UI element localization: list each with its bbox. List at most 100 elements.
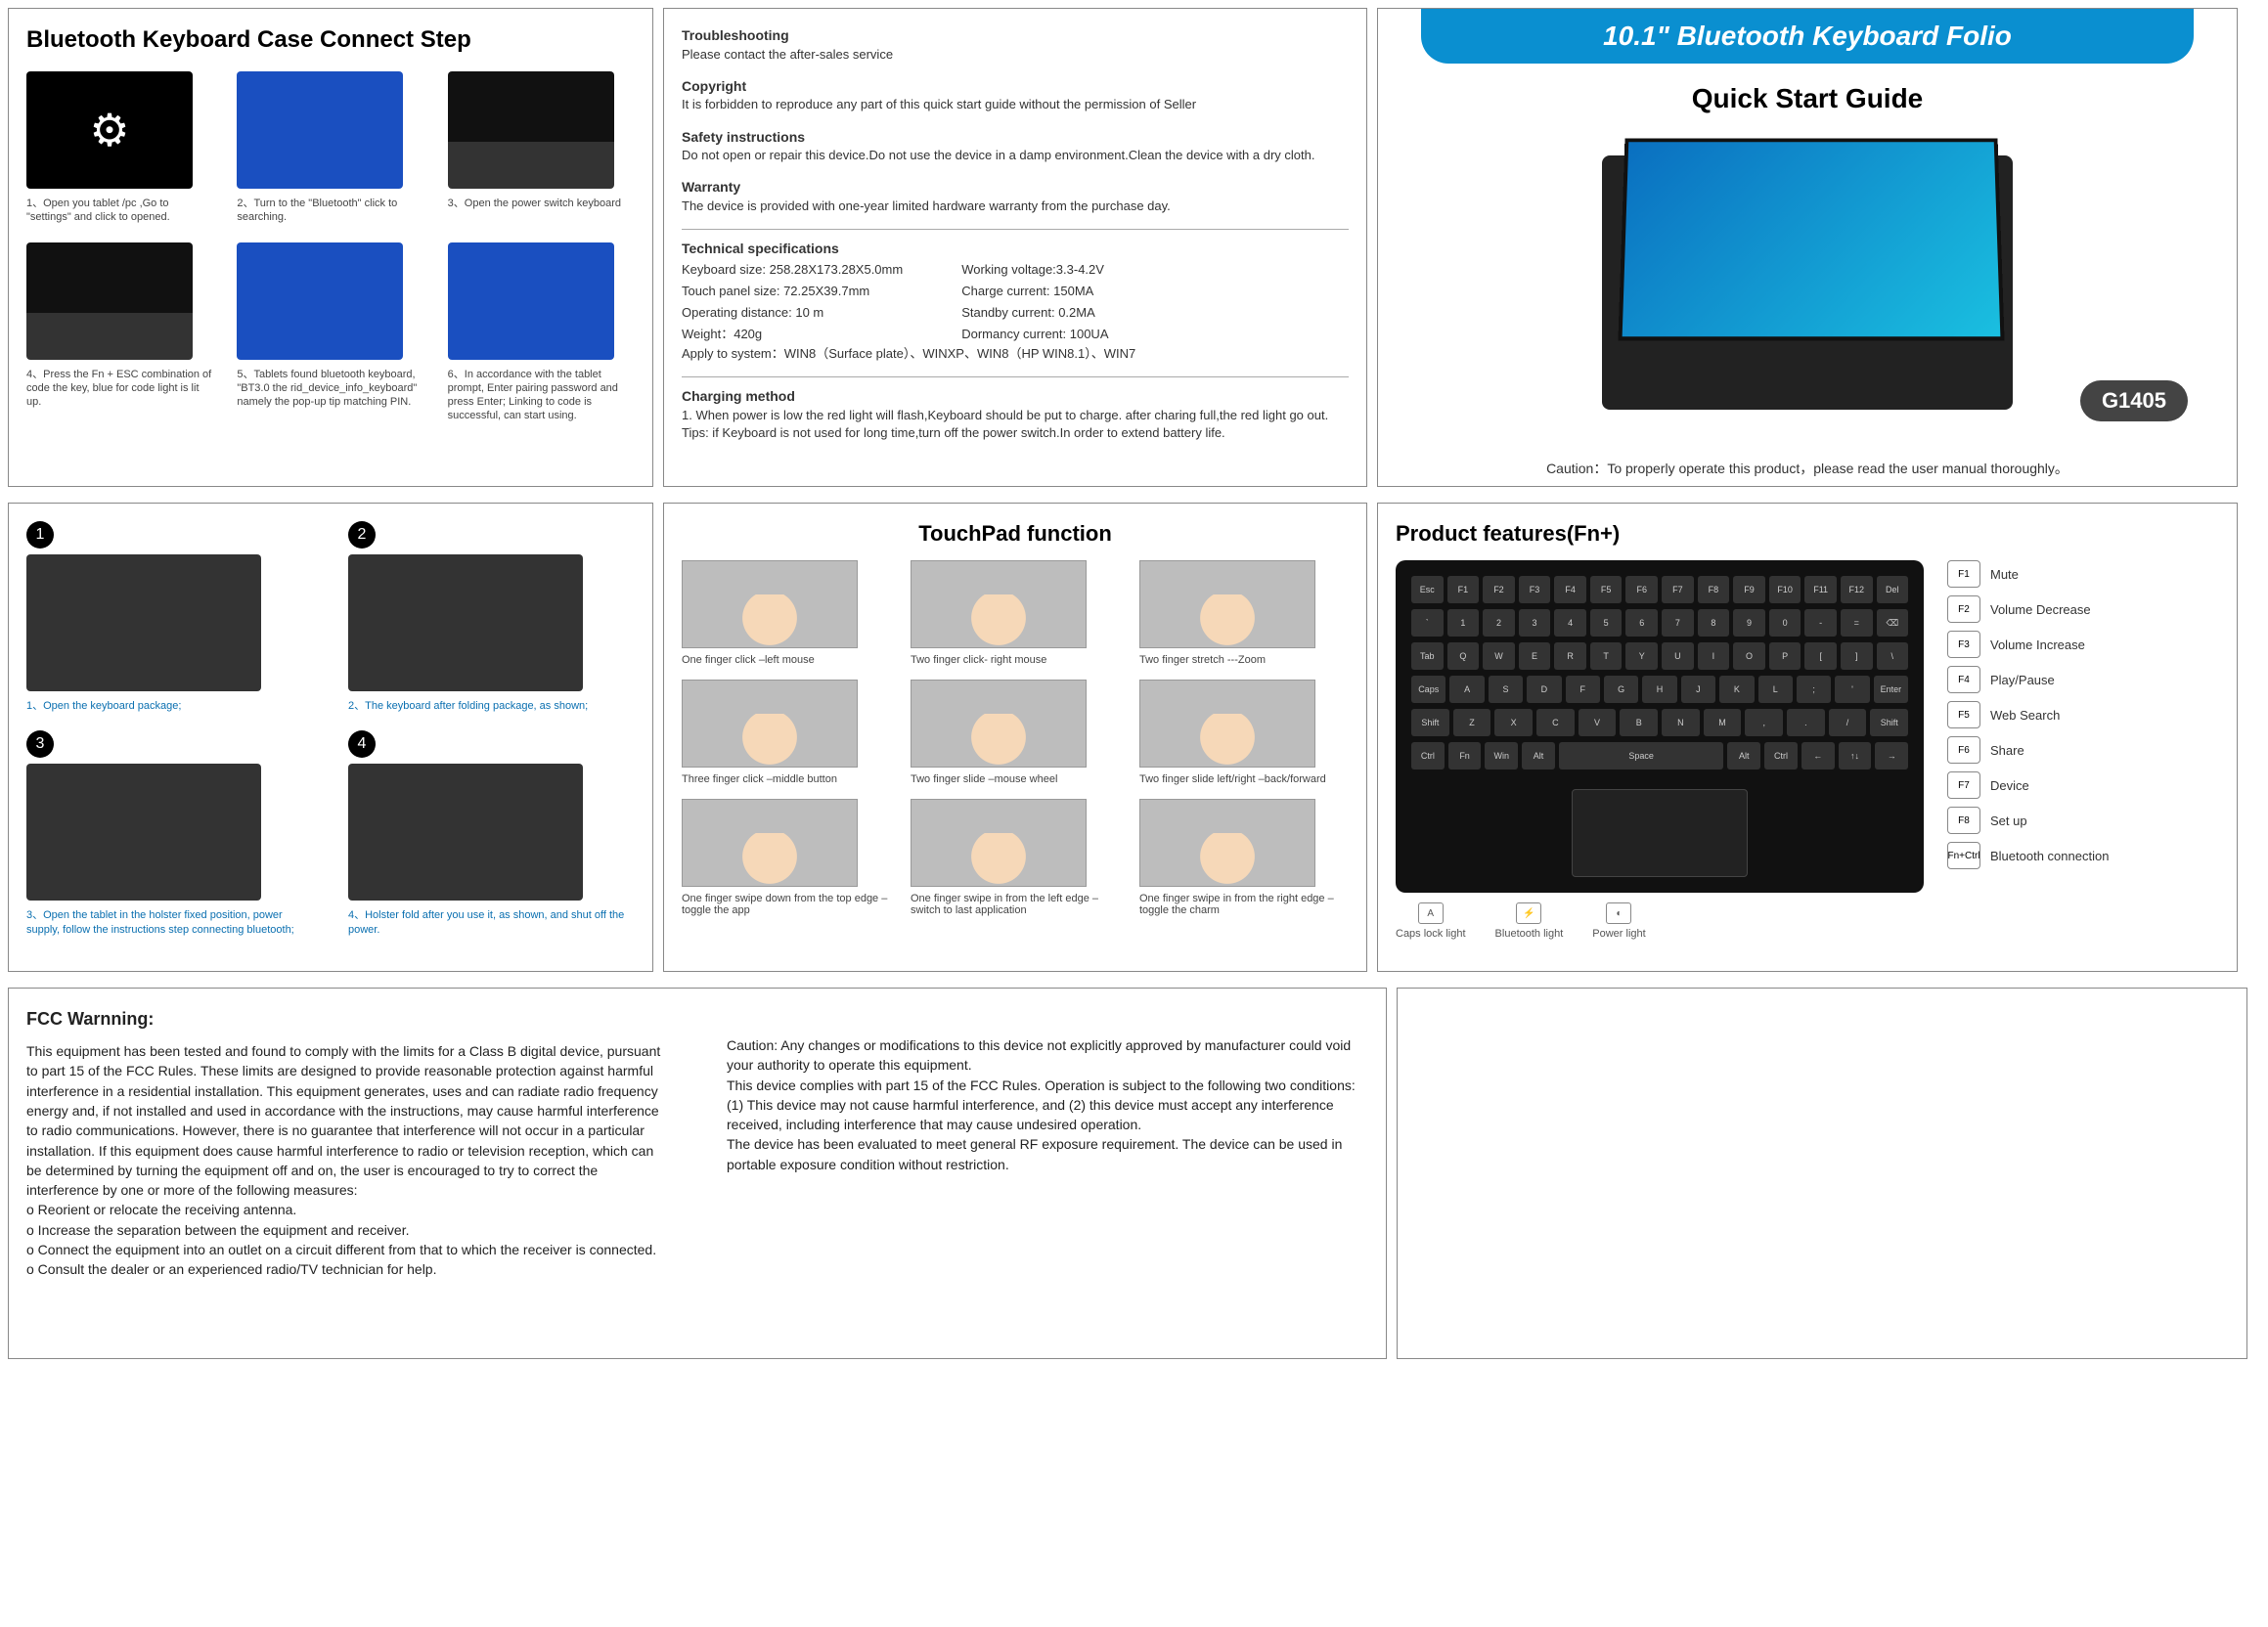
copyright-label: Copyright: [682, 78, 746, 94]
settings-icon: [26, 71, 193, 189]
safety-text: Do not open or repair this device.Do not…: [682, 148, 1314, 162]
key: O: [1733, 642, 1765, 670]
key: Shift: [1411, 709, 1449, 736]
key: 9: [1733, 609, 1765, 637]
setup-img-3: [26, 764, 261, 901]
pairing-screen-icon: [448, 242, 614, 360]
key: F: [1566, 676, 1600, 703]
key: K: [1719, 676, 1754, 703]
fn-key-icon: F5: [1947, 701, 1980, 728]
fcc-panel: FCC Warnning: This equipment has been te…: [8, 988, 1387, 1359]
fn-key-icon: F4: [1947, 666, 1980, 693]
troubleshooting-label: Troubleshooting: [682, 27, 789, 43]
touchpad-item-label: Two finger slide left/right –back/forwar…: [1139, 773, 1349, 785]
model-badge: G1405: [2080, 380, 2188, 421]
fn-row-7: F7Device: [1947, 771, 2109, 799]
fn-row-2: F2 Volume Decrease: [1947, 595, 2109, 623]
touchpad-gesture-icon: [1139, 560, 1315, 648]
touchpad-item-3: Two finger stretch ---Zoom: [1139, 560, 1349, 666]
fn-label: Play/Pause: [1990, 673, 2055, 687]
blank-panel: [1397, 988, 2247, 1359]
key: Shift: [1870, 709, 1908, 736]
fn-label: Volume Decrease: [1990, 602, 2091, 617]
light-icon: ⚡: [1516, 902, 1541, 924]
touchpad-gesture-icon: [911, 799, 1087, 887]
touchpad-item-label: One finger swipe in from the right edge …: [1139, 893, 1349, 916]
touchpad-item-2: Two finger click- right mouse: [911, 560, 1120, 666]
key: F9: [1733, 576, 1765, 603]
connect-step-4: 4、Press the Fn + ESC combination of code…: [26, 242, 213, 423]
touchpad-gesture-icon: [682, 799, 858, 887]
fn-label: Bluetooth connection: [1990, 849, 2109, 863]
trackpad-icon: [1572, 789, 1748, 877]
setup-step-1: 11、Open the keyboard package;: [26, 521, 313, 713]
key: S: [1489, 676, 1523, 703]
fn-row-9: Fn+Ctrl Bluetooth connection: [1947, 842, 2109, 869]
key: J: [1681, 676, 1715, 703]
key: F2: [1483, 576, 1515, 603]
touchpad-item-9: One finger swipe in from the right edge …: [1139, 799, 1349, 916]
key: F10: [1769, 576, 1801, 603]
setup-step-4: 44、Holster fold after you use it, as sho…: [348, 730, 635, 937]
fn-key-icon: F6: [1947, 736, 1980, 764]
key: N: [1662, 709, 1700, 736]
fn-row-1: F1Mute: [1947, 560, 2109, 588]
key: Win: [1485, 742, 1518, 770]
pin-screen-icon: [237, 242, 403, 360]
key: F11: [1804, 576, 1837, 603]
touchpad-gesture-icon: [1139, 680, 1315, 768]
touchpad-gesture-icon: [911, 680, 1087, 768]
key: F7: [1662, 576, 1694, 603]
info-panel: TroubleshootingPlease contact the after-…: [663, 8, 1367, 487]
key: 1: [1447, 609, 1480, 637]
key: W: [1483, 642, 1515, 670]
key: -: [1804, 609, 1837, 637]
key: Y: [1625, 642, 1658, 670]
key: Enter: [1874, 676, 1908, 703]
key: U: [1662, 642, 1694, 670]
fn-label: Device: [1990, 778, 2029, 793]
charging-text: 1. When power is low the red light will …: [682, 408, 1328, 440]
key: P: [1769, 642, 1801, 670]
safety-label: Safety instructions: [682, 129, 805, 145]
key: V: [1579, 709, 1617, 736]
keyboard-switch-icon: [448, 71, 614, 189]
key: Ctrl: [1764, 742, 1798, 770]
fn-row-3: F3Volume Increase: [1947, 631, 2109, 658]
connect-steps-panel: Bluetooth Keyboard Case Connect Step 1、O…: [8, 8, 653, 487]
key: M: [1704, 709, 1742, 736]
fn-key-icon: F8: [1947, 807, 1980, 834]
cover-panel: 10.1" Bluetooth Keyboard Folio Quick Sta…: [1377, 8, 2238, 487]
setup-step-3: 33、Open the tablet in the holster fixed …: [26, 730, 313, 937]
key: Space: [1559, 742, 1724, 770]
touchpad-item-label: Two finger stretch ---Zoom: [1139, 654, 1349, 666]
setup-panel: 11、Open the keyboard package; 22、The key…: [8, 503, 653, 972]
connect-step-5: 5、Tablets found bluetooth keyboard, "BT3…: [237, 242, 423, 423]
fn-key-icon: Fn+Ctrl: [1947, 842, 1980, 869]
key: F4: [1554, 576, 1586, 603]
touchpad-item-label: Two finger slide –mouse wheel: [911, 773, 1120, 785]
fn-key-icon: F3: [1947, 631, 1980, 658]
key: 8: [1698, 609, 1730, 637]
key: →: [1875, 742, 1908, 770]
touchpad-item-label: Two finger click- right mouse: [911, 654, 1120, 666]
fn-label: Set up: [1990, 814, 2027, 828]
setup-img-4: [348, 764, 583, 901]
warranty-label: Warranty: [682, 179, 740, 195]
touchpad-item-7: One finger swipe down from the top edge …: [682, 799, 891, 916]
fn-key-icon: F2: [1947, 595, 1980, 623]
key: ←: [1801, 742, 1835, 770]
touchpad-gesture-icon: [911, 560, 1087, 648]
spec-touchpanel: Touch panel size: 72.25X39.7mm: [682, 281, 903, 302]
key: Ctrl: [1411, 742, 1445, 770]
key: R: [1554, 642, 1586, 670]
fn-row-8: F8 Set up: [1947, 807, 2109, 834]
setup-step-2: 22、The keyboard after folding package, a…: [348, 521, 635, 713]
fn-label: Web Search: [1990, 708, 2060, 723]
key: Fn: [1448, 742, 1482, 770]
connect-step-1: 1、Open you tablet /pc ,Go to "settings" …: [26, 71, 213, 225]
key: ]: [1841, 642, 1873, 670]
light-icon: ◐: [1606, 902, 1631, 924]
key: ↑↓: [1839, 742, 1872, 770]
spec-system: Apply to system：WIN8（Surface plate）、WINX…: [682, 345, 1349, 363]
